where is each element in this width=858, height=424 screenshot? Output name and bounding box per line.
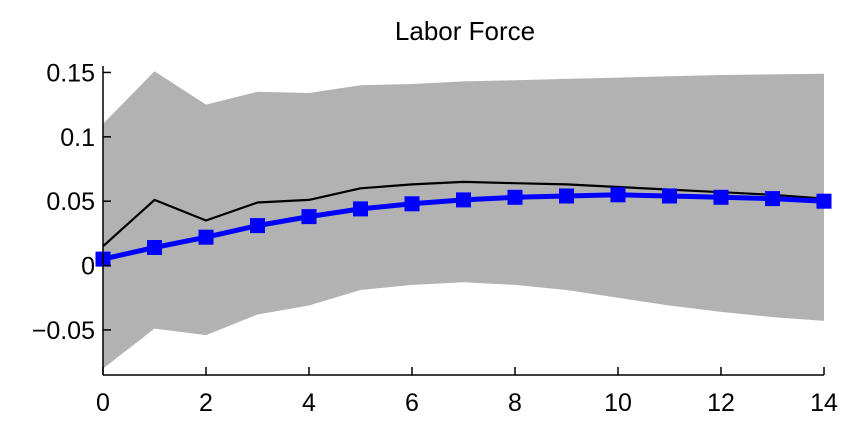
- series-1-marker: [507, 189, 523, 205]
- x-tick-label: 8: [508, 389, 522, 417]
- x-tick-label: 6: [405, 389, 419, 417]
- x-tick-label: 0: [96, 389, 110, 417]
- series-1-marker: [559, 188, 574, 204]
- x-tick-label: 10: [604, 389, 632, 417]
- chart-title: Labor Force: [395, 16, 535, 46]
- y-tick-label: 0.15: [46, 59, 95, 87]
- series-1-marker: [456, 192, 471, 208]
- confidence-band: [103, 71, 824, 369]
- y-tick-label: 0: [81, 253, 95, 281]
- series-1-marker: [816, 193, 832, 209]
- series-1-marker: [198, 229, 214, 245]
- series-1-marker: [713, 189, 729, 205]
- series-1-marker: [662, 188, 677, 204]
- y-tick-label: −0.05: [32, 317, 95, 345]
- series-1-marker: [765, 191, 780, 207]
- series-1-marker: [250, 218, 265, 234]
- series-1-marker: [353, 201, 368, 217]
- plot-area: [95, 71, 832, 369]
- series-1-marker: [147, 240, 162, 255]
- y-tick-label: 0.05: [46, 188, 95, 216]
- series-1-marker: [404, 196, 420, 212]
- axes: 0 2 4 6 8 10 12 14 −0.05 0 0.05 0.1 0.15: [32, 59, 838, 417]
- series-line-0: [102, 180, 825, 248]
- y-tick-label: 0.1: [60, 124, 95, 152]
- x-tick-label: 14: [810, 389, 838, 417]
- x-tick-label: 12: [707, 389, 735, 417]
- series-1-marker: [610, 187, 626, 203]
- x-tick-label: 4: [302, 389, 316, 417]
- series-1-marker: [301, 209, 317, 225]
- x-tick-label: 2: [199, 389, 213, 417]
